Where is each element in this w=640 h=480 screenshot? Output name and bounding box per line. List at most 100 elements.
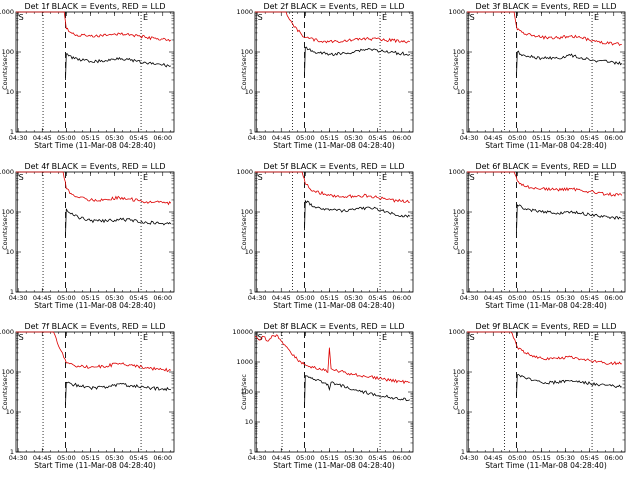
x-tick-label: 05:45 [368,134,387,142]
x-tick-label: 05:00 [296,134,315,142]
x-tick-label: 06:00 [392,454,411,462]
y-tick-label: 100 [453,48,465,56]
end-marker: E [382,173,387,182]
x-tick-label: 06:00 [153,134,172,142]
x-tick-label: 06:00 [604,134,623,142]
events-series-line [516,204,623,233]
end-marker: E [143,333,148,342]
x-tick-label: 04:30 [248,454,267,462]
x-tick-label: 04:30 [9,454,28,462]
y-tick-label: 10 [6,88,14,96]
x-tick-label: 05:15 [532,134,551,142]
x-tick-label: 05:15 [532,454,551,462]
plot-frame [15,171,175,293]
y-tick-label: 1000 [0,8,14,16]
events-series-line [304,375,410,408]
end-marker: E [382,333,387,342]
start-marker: S [470,333,475,342]
x-tick-label: 04:45 [33,294,52,302]
start-marker: S [258,173,263,182]
x-tick-label: 04:45 [484,134,503,142]
x-tick-label: 06:00 [604,454,623,462]
x-tick-label: 04:45 [33,134,52,142]
x-axis-label: Start Time (11-Mar-08 04:28:40) [34,301,156,310]
chart-title: Det 7f BLACK = Events, RED = LLD [24,322,165,331]
x-tick-label: 05:00 [57,294,76,302]
plot-frame [466,171,626,293]
x-tick-label: 05:00 [296,454,315,462]
x-tick-label: 06:00 [392,134,411,142]
chart-panel: Det 4f BLACK = Events, RED = LLD 1 10 100 10… [0,162,175,310]
x-axis-label: Start Time (11-Mar-08 04:28:40) [34,141,156,150]
y-tick-label: 1000 [448,328,465,336]
x-tick-label: 05:00 [57,134,76,142]
y-tick-label: 1 [10,288,14,296]
x-tick-label: 05:15 [320,294,339,302]
start-marker: S [258,13,263,22]
x-tick-label: 05:45 [368,294,387,302]
y-tick-label: 1 [461,128,465,136]
y-tick-label: 1000 [236,168,253,176]
y-tick-label: 1000 [0,168,14,176]
lld-series-line [467,171,623,197]
x-tick-label: 05:15 [320,454,339,462]
x-tick-label: 04:30 [9,294,28,302]
x-tick-label: 05:00 [508,294,527,302]
end-marker: E [143,13,148,22]
start-marker: S [19,173,24,182]
x-tick-label: 05:45 [129,454,148,462]
x-tick-label: 05:30 [105,134,124,142]
x-tick-label: 05:15 [81,134,100,142]
x-tick-label: 05:00 [296,294,315,302]
events-series-line [65,381,171,406]
x-tick-label: 06:00 [604,294,623,302]
x-tick-label: 06:00 [153,294,172,302]
chart-title: Det 1f BLACK = Events, RED = LLD [24,2,165,11]
y-tick-label: 100 [453,368,465,376]
chart-panel: Det 7f BLACK = Events, RED = LLD 1 10 100 10… [0,322,175,470]
plot-frame [15,11,175,133]
x-tick-label: 05:15 [320,134,339,142]
x-tick-label: 05:15 [532,294,551,302]
chart-panel: Det 2f BLACK = Events, RED = LLD 1 10 100 10… [236,2,414,150]
chart-title: Det 9f BLACK = Events, RED = LLD [475,322,616,331]
y-tick-label: 1 [461,448,465,456]
x-tick-label: 05:30 [105,454,124,462]
chart-panel: Det 5f BLACK = Events, RED = LLD 1 10 100 10… [236,162,414,310]
y-tick-label: 100 [453,208,465,216]
start-marker: S [470,173,475,182]
x-tick-label: 04:30 [460,294,479,302]
x-tick-label: 05:45 [129,294,148,302]
lld-series-line [255,11,411,44]
chart-panel: Det 8f BLACK = Events, RED = LLD 1 10 100 10… [232,322,414,470]
x-tick-label: 06:00 [153,454,172,462]
x-tick-label: 04:45 [33,454,52,462]
end-marker: E [143,173,148,182]
lld-series-line [16,11,172,42]
x-axis-label: Start Time (11-Mar-08 04:28:40) [485,461,607,470]
x-axis-label: Start Time (11-Mar-08 04:28:40) [34,461,156,470]
y-axis-label: Counts/sec [452,374,460,410]
x-tick-label: 05:45 [580,454,599,462]
x-tick-label: 05:30 [556,134,575,142]
x-tick-label: 05:30 [556,294,575,302]
chart-title: Det 5f BLACK = Events, RED = LLD [263,162,404,171]
y-tick-label: 1000 [236,358,253,366]
end-marker: E [594,173,599,182]
chart-title: Det 3f BLACK = Events, RED = LLD [475,2,616,11]
x-tick-label: 05:45 [129,134,148,142]
y-axis-label: Counts/sec [452,54,460,90]
y-tick-label: 1000 [236,8,253,16]
y-axis-label: Counts/sec [240,54,248,90]
y-tick-label: 1 [461,288,465,296]
y-tick-label: 1 [249,448,253,456]
x-tick-label: 04:45 [272,294,291,302]
plot-frame [15,331,175,453]
chart-title: Det 6f BLACK = Events, RED = LLD [475,162,616,171]
lld-series-line [16,331,172,373]
y-axis-label: Counts/sec [452,214,460,250]
chart-panel: Det 1f BLACK = Events, RED = LLD 1 10 100 10… [0,2,175,150]
end-marker: E [594,13,599,22]
x-axis-label: Start Time (11-Mar-08 04:28:40) [273,301,395,310]
